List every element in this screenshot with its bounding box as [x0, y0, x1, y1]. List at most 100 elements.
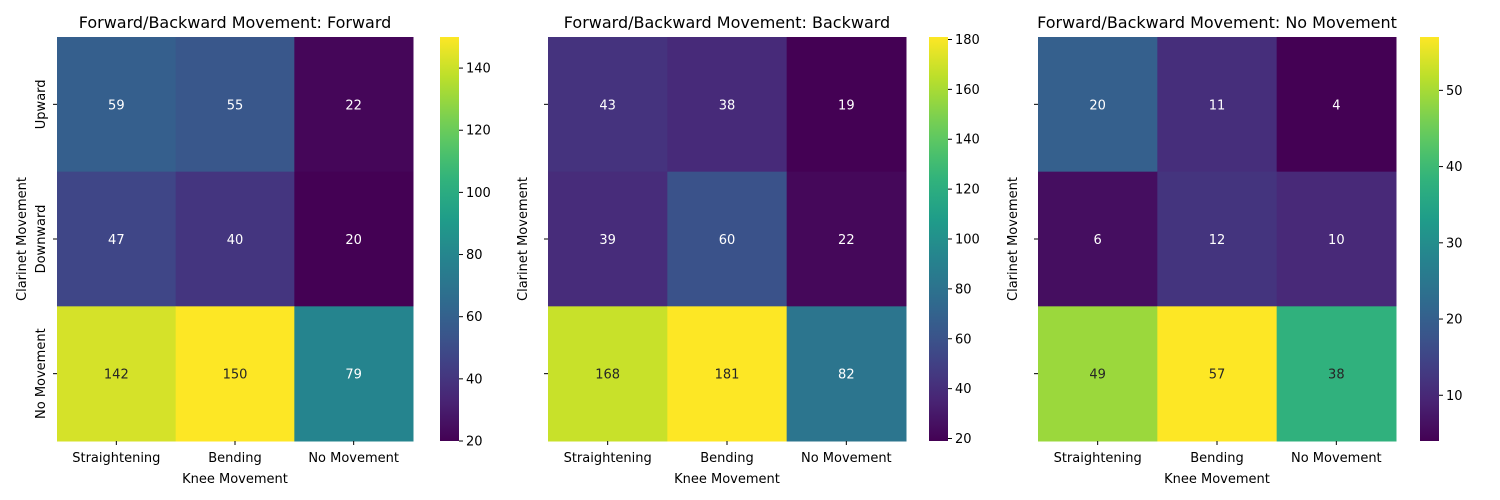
y-tick-label: Upward [34, 79, 49, 129]
x-tick-label: Straightening [564, 451, 652, 466]
x-axis-label: Knee Movement [674, 472, 780, 487]
colorbar-tick-label: 20 [955, 432, 972, 447]
cell-value-label: 59 [108, 98, 125, 113]
colorbar-tick-label: 40 [1446, 160, 1463, 175]
heatmap-cell [294, 306, 414, 442]
x-tick-label: Bending [208, 451, 262, 466]
cell-value-label: 12 [1209, 233, 1226, 248]
heatmap-cell [57, 37, 177, 173]
colorbar-tick-label: 180 [955, 33, 980, 48]
heatmap-cell [667, 171, 788, 307]
x-tick-label: Straightening [72, 451, 160, 466]
cell-value-label: 19 [838, 98, 855, 113]
colorbar-tick-label: 80 [955, 282, 972, 297]
x-tick-label: No Movement [308, 451, 399, 466]
colorbar-tick-label: 50 [1446, 84, 1463, 99]
heatmap-cell [786, 171, 907, 307]
cell-value-label: 43 [599, 98, 616, 113]
colorbar [1420, 37, 1439, 441]
cell-value-label: 60 [719, 233, 736, 248]
colorbar-tick-label: 40 [466, 372, 483, 387]
cell-value-label: 181 [715, 368, 740, 383]
y-axis-label: Clarinet Movement [516, 177, 531, 301]
heatmap-cell [1157, 171, 1278, 307]
y-tick-label: Downward [34, 205, 49, 274]
y-axis-label: Clarinet Movement [15, 177, 30, 301]
heatmap-cell [786, 37, 907, 173]
colorbar-tick-label: 30 [1446, 236, 1463, 251]
colorbar-tick-label: 100 [955, 233, 980, 248]
x-tick-label: No Movement [1291, 451, 1382, 466]
cell-value-label: 168 [595, 368, 620, 383]
heatmap-cell [1276, 171, 1397, 307]
cell-value-label: 57 [1209, 368, 1226, 383]
colorbar [440, 37, 459, 441]
heatmap-cell [1276, 306, 1397, 442]
cell-value-label: 47 [108, 233, 125, 248]
colorbar-tick-label: 120 [466, 124, 491, 139]
heatmap-cell [1038, 37, 1158, 173]
cell-value-label: 4 [1332, 98, 1340, 113]
x-axis-label: Knee Movement [1164, 472, 1270, 487]
cell-value-label: 10 [1328, 233, 1345, 248]
cell-value-label: 142 [104, 368, 129, 383]
colorbar-tick-label: 20 [466, 435, 483, 450]
heatmap-cell [548, 306, 668, 442]
x-tick-label: Bending [700, 451, 754, 466]
chart-title: Forward/Backward Movement: Forward [79, 13, 392, 32]
cell-value-label: 38 [719, 98, 736, 113]
heatmap-cell [1276, 37, 1397, 173]
heatmap-cell [1038, 171, 1158, 307]
cell-value-label: 55 [227, 98, 244, 113]
x-tick-label: No Movement [801, 451, 892, 466]
heatmap-cell [175, 306, 295, 442]
colorbar-tick-label: 120 [955, 183, 980, 198]
heatmap-cell [1157, 306, 1278, 442]
chart-title: Forward/Backward Movement: No Movement [1037, 13, 1397, 32]
colorbar-tick-label: 160 [955, 83, 980, 98]
cell-value-label: 79 [345, 368, 362, 383]
heatmap-cell [57, 171, 177, 307]
colorbar-tick-label: 20 [1446, 313, 1463, 328]
colorbar [929, 37, 948, 441]
cell-value-label: 11 [1209, 98, 1226, 113]
cell-value-label: 38 [1328, 368, 1345, 383]
cell-value-label: 6 [1094, 233, 1102, 248]
colorbar-tick-label: 10 [1446, 389, 1463, 404]
cell-value-label: 49 [1089, 368, 1106, 383]
heatmap-cell [57, 306, 177, 442]
y-tick-label: No Movement [34, 328, 49, 419]
heatmap-cell [1038, 306, 1158, 442]
cell-value-label: 22 [345, 98, 362, 113]
heatmap-cell [548, 171, 668, 307]
y-axis-label: Clarinet Movement [1006, 177, 1021, 301]
colorbar-tick-label: 60 [466, 310, 483, 325]
heatmap-cell [667, 306, 788, 442]
heatmap-cell [667, 37, 788, 173]
x-axis-label: Knee Movement [182, 472, 288, 487]
cell-value-label: 40 [227, 233, 244, 248]
x-tick-label: Bending [1190, 451, 1244, 466]
colorbar-tick-label: 60 [955, 332, 972, 347]
x-tick-label: Straightening [1054, 451, 1142, 466]
cell-value-label: 22 [838, 233, 855, 248]
cell-value-label: 20 [345, 233, 362, 248]
cell-value-label: 150 [223, 368, 248, 383]
heatmap-cell [294, 171, 414, 307]
colorbar-tick-label: 80 [466, 248, 483, 263]
colorbar-tick-label: 40 [955, 382, 972, 397]
heatmap-cell [786, 306, 907, 442]
heatmap-cell [175, 171, 295, 307]
heatmap-cell [294, 37, 414, 173]
cell-value-label: 20 [1089, 98, 1106, 113]
heatmap-cell [1157, 37, 1278, 173]
colorbar-tick-label: 140 [955, 133, 980, 148]
heatmap-cell [175, 37, 295, 173]
heatmap-cell [548, 37, 668, 173]
cell-value-label: 39 [599, 233, 616, 248]
colorbar-tick-label: 140 [466, 62, 491, 77]
colorbar-tick-label: 100 [466, 186, 491, 201]
cell-value-label: 82 [838, 368, 855, 383]
chart-title: Forward/Backward Movement: Backward [564, 13, 890, 32]
